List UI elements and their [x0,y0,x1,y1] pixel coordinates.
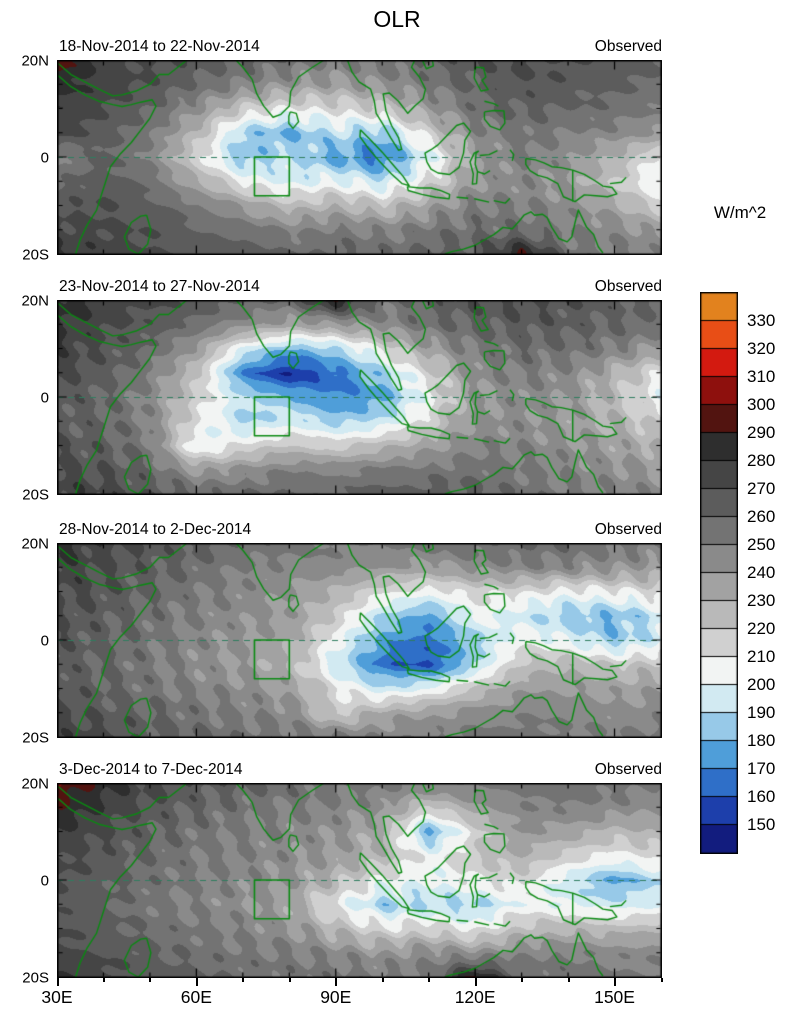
map-panel-4 [57,783,662,978]
colorbar-tick-label: 210 [747,647,776,666]
x-axis-tick [381,978,384,982]
y-axis-label: 20S [22,486,49,504]
x-axis-tick [149,978,152,982]
x-axis-tick [242,978,245,982]
map-panel-1 [57,60,662,255]
colorbar [700,292,738,854]
panel-source-label: Observed [594,38,662,55]
figure-title: OLR [373,6,421,32]
y-axis-label: 20N [21,52,49,70]
colorbar-tick-label: 180 [747,731,776,750]
colorbar-tick-label: 230 [747,591,776,610]
x-axis-label: 120E [454,987,496,1007]
panel-2: 23-Nov-2014 to 27-Nov-2014 Observed 20N … [21,276,662,504]
x-axis-label: 60E [180,987,212,1007]
panel-4: 3-Dec-2014 to 7-Dec-2014 Observed 20N 0 … [21,759,662,987]
colorbar-tick-label: 310 [747,367,776,386]
colorbar-tick-label: 280 [747,451,776,470]
colorbar-tick-label: 330 [747,311,776,330]
panel-3-header: 28-Nov-2014 to 2-Dec-2014 Observed [57,519,662,541]
panel-date-range: 3-Dec-2014 to 7-Dec-2014 [59,761,243,778]
x-axis-tick [335,978,338,986]
panel-1-header: 18-Nov-2014 to 22-Nov-2014 Observed [57,36,662,58]
panel-source-label: Observed [594,761,662,778]
panel-date-range: 18-Nov-2014 to 22-Nov-2014 [59,38,260,55]
panel-source-label: Observed [594,521,662,538]
x-axis-tick [56,978,59,986]
colorbar-tick-label: 200 [747,675,776,694]
x-axis-tick [521,978,524,982]
x-axis-tick [474,978,477,986]
y-axis-label: 0 [40,389,49,407]
colorbar-tick-label: 150 [747,815,776,834]
panel-date-range: 28-Nov-2014 to 2-Dec-2014 [59,521,252,538]
colorbar-tick-label: 250 [747,535,776,554]
x-axis-tick [288,978,291,982]
y-axis-label: 0 [40,632,49,650]
y-axis-label: 20N [21,292,49,310]
x-axis-tick [567,978,570,982]
x-axis: 30E 60E 90E 120E 150E [41,978,663,1012]
y-axis-label: 20S [22,969,49,987]
x-axis-label: 30E [41,987,73,1007]
colorbar-tick-label: 240 [747,563,776,582]
colorbar-tick-label: 270 [747,479,776,498]
colorbar-tick-label: 160 [747,787,776,806]
colorbar-tick-label: 320 [747,339,776,358]
panel-4-header: 3-Dec-2014 to 7-Dec-2014 Observed [57,759,662,781]
colorbar-tick-label: 300 [747,395,776,414]
x-axis-tick [195,978,198,986]
map-panel-2 [57,300,662,495]
panel-2-header: 23-Nov-2014 to 27-Nov-2014 Observed [57,276,662,298]
colorbar-tick-label: 260 [747,507,776,526]
x-axis-tick [428,978,431,982]
colorbar-tick-label: 190 [747,703,776,722]
map-panel-3 [57,543,662,738]
x-axis-tick [660,978,663,982]
y-axis-label: 20S [22,729,49,747]
x-axis-label: 150E [594,987,635,1007]
y-axis-label: 0 [40,872,49,890]
colorbar-tick-label: 290 [747,423,776,442]
panel-1: 18-Nov-2014 to 22-Nov-2014 Observed 20N … [21,36,662,264]
y-axis-label: 20N [21,775,49,793]
colorbar-tick-label: 220 [747,619,776,638]
x-axis-tick [614,978,617,986]
x-axis-label: 90E [320,987,352,1007]
x-axis-tick [102,978,105,982]
colorbar-tick-label: 170 [747,759,776,778]
y-axis-label: 20N [21,535,49,553]
colorbar-units-label: W/m^2 [713,203,767,222]
panel-source-label: Observed [594,278,662,295]
y-axis-label: 20S [22,246,49,264]
panel-date-range: 23-Nov-2014 to 27-Nov-2014 [59,278,260,295]
y-axis-label: 0 [40,149,49,167]
panel-3: 28-Nov-2014 to 2-Dec-2014 Observed 20N 0… [21,519,662,747]
